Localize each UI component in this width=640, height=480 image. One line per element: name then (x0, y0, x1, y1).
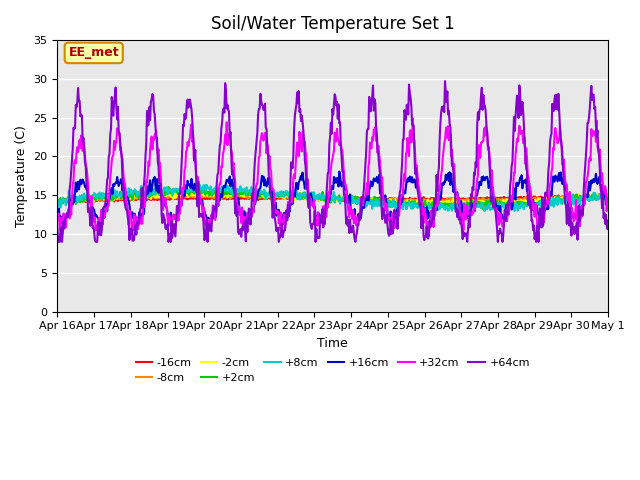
X-axis label: Time: Time (317, 337, 348, 350)
Y-axis label: Temperature (C): Temperature (C) (15, 125, 28, 227)
Title: Soil/Water Temperature Set 1: Soil/Water Temperature Set 1 (211, 15, 454, 33)
Text: EE_met: EE_met (68, 47, 119, 60)
Legend: -16cm, -8cm, -2cm, +2cm, +8cm, +16cm, +32cm, +64cm: -16cm, -8cm, -2cm, +2cm, +8cm, +16cm, +3… (131, 353, 534, 387)
